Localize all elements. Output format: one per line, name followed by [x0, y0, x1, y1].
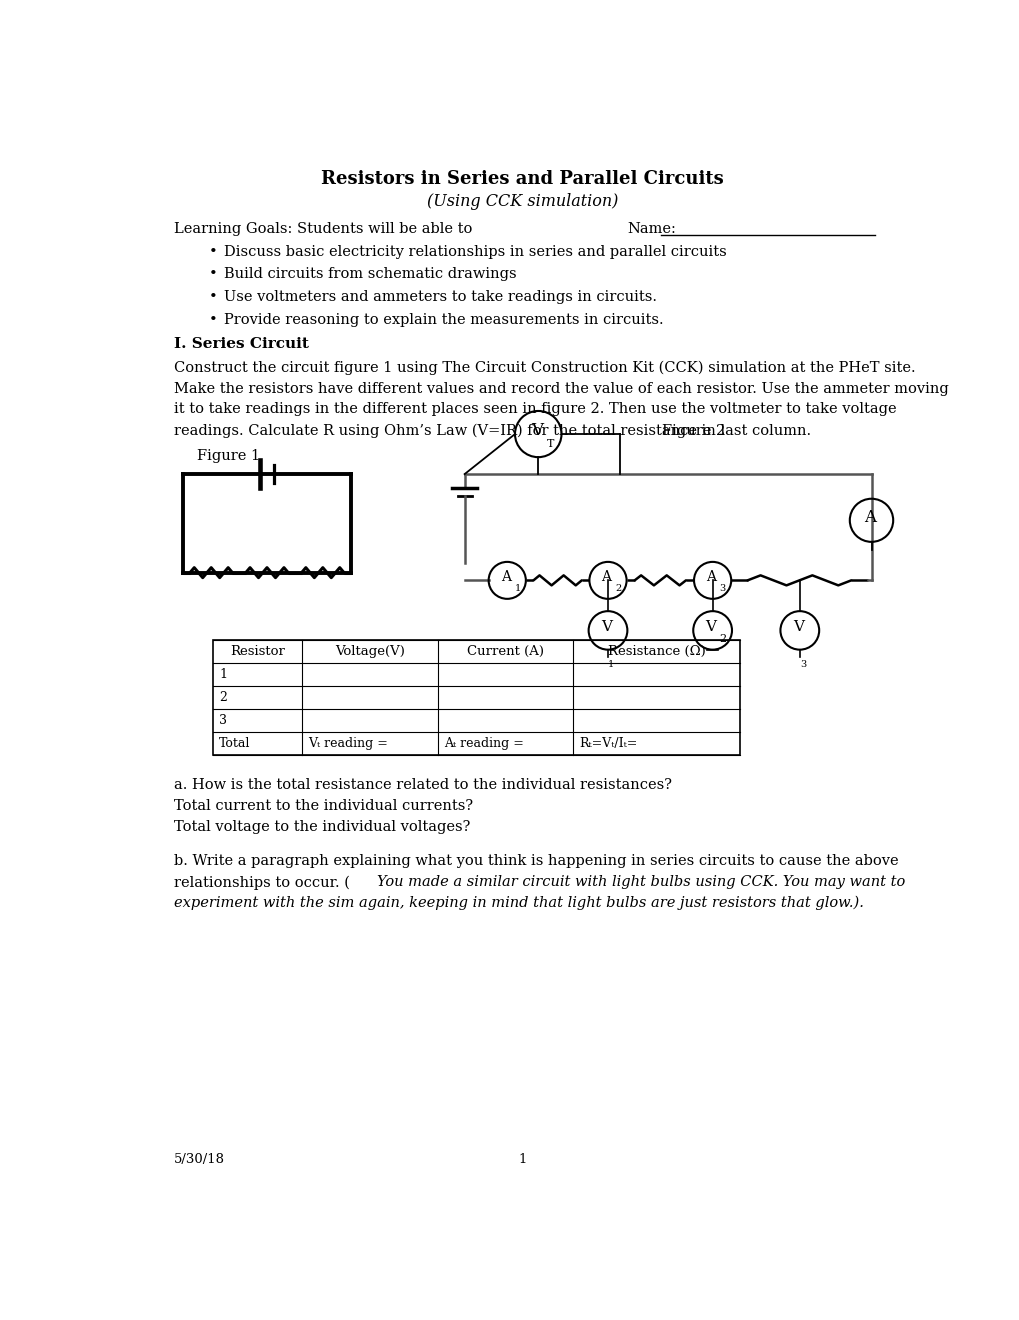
Text: V: V [530, 422, 542, 440]
Text: Resistor: Resistor [229, 644, 284, 657]
Text: experiment with the sim again, keeping in mind that light bulbs are just resisto: experiment with the sim again, keeping i… [174, 896, 863, 911]
Text: 3: 3 [799, 660, 805, 669]
Text: 1: 1 [518, 1154, 527, 1167]
Text: I. Series Circuit: I. Series Circuit [174, 337, 309, 351]
Text: 1: 1 [514, 585, 520, 593]
Text: Total voltage to the individual voltages?: Total voltage to the individual voltages… [174, 820, 470, 834]
Text: readings. Calculate R using Ohm’s Law (V=IR) for the total resistance in last co: readings. Calculate R using Ohm’s Law (V… [174, 424, 810, 438]
Text: Provide reasoning to explain the measurements in circuits.: Provide reasoning to explain the measure… [224, 313, 663, 327]
Text: T: T [547, 440, 554, 449]
Text: 5/30/18: 5/30/18 [174, 1154, 225, 1167]
Text: •: • [208, 313, 217, 327]
Text: Name:: Name: [627, 222, 676, 235]
Text: A: A [705, 570, 715, 585]
Text: Rₜ=Vₜ/Iₜ=: Rₜ=Vₜ/Iₜ= [579, 737, 637, 750]
Text: Use voltmeters and ammeters to take readings in circuits.: Use voltmeters and ammeters to take read… [224, 290, 656, 304]
Text: Figure 1: Figure 1 [197, 450, 260, 463]
Text: Resistance (Ω): Resistance (Ω) [607, 644, 704, 657]
Text: 3: 3 [219, 714, 227, 727]
Text: Total: Total [219, 737, 250, 750]
Text: •: • [208, 244, 217, 259]
Text: V: V [792, 620, 803, 635]
Text: 1: 1 [607, 660, 613, 669]
Text: relationships to occur. (: relationships to occur. ( [174, 875, 350, 890]
Text: 3: 3 [719, 585, 726, 593]
Text: it to take readings in the different places seen in figure 2. Then use the voltm: it to take readings in the different pla… [174, 403, 896, 417]
Text: 2: 2 [219, 690, 226, 704]
Text: Voltage(V): Voltage(V) [334, 644, 405, 657]
Text: Aₜ reading =: Aₜ reading = [443, 737, 523, 750]
Text: Learning Goals: Students will be able to: Learning Goals: Students will be able to [174, 222, 472, 235]
Text: Total current to the individual currents?: Total current to the individual currents… [174, 799, 473, 813]
Text: b. Write a paragraph explaining what you think is happening in series circuits t: b. Write a paragraph explaining what you… [174, 854, 898, 869]
Text: Make the resistors have different values and record the value of each resistor. : Make the resistors have different values… [174, 381, 948, 396]
Text: 2: 2 [614, 585, 621, 593]
Text: •: • [208, 268, 217, 281]
Text: Discuss basic electricity relationships in series and parallel circuits: Discuss basic electricity relationships … [224, 244, 727, 259]
Text: Resistors in Series and Parallel Circuits: Resistors in Series and Parallel Circuit… [321, 170, 723, 187]
Text: V: V [600, 620, 611, 635]
Text: V: V [705, 620, 716, 635]
Bar [213, 640, 739, 755]
Text: A: A [500, 570, 511, 585]
Text: Current (A): Current (A) [467, 644, 543, 657]
Text: Construct the circuit figure 1 using The Circuit Construction Kit (CCK) simulati: Construct the circuit figure 1 using The… [174, 360, 915, 375]
Text: Figure 2: Figure 2 [661, 424, 725, 438]
Text: Build circuits from schematic drawings: Build circuits from schematic drawings [224, 268, 517, 281]
Text: a. How is the total resistance related to the individual resistances?: a. How is the total resistance related t… [174, 779, 672, 792]
Text: You made a similar circuit with light bulbs using CCK. You may want to: You made a similar circuit with light bu… [377, 875, 905, 890]
Text: A: A [863, 508, 875, 525]
Text: Vₜ reading =: Vₜ reading = [308, 737, 387, 750]
Text: •: • [208, 290, 217, 304]
Text: A: A [601, 570, 610, 585]
Text: (Using CCK simulation): (Using CCK simulation) [427, 193, 618, 210]
Text: 2: 2 [719, 634, 727, 644]
Text: 1: 1 [219, 668, 227, 681]
